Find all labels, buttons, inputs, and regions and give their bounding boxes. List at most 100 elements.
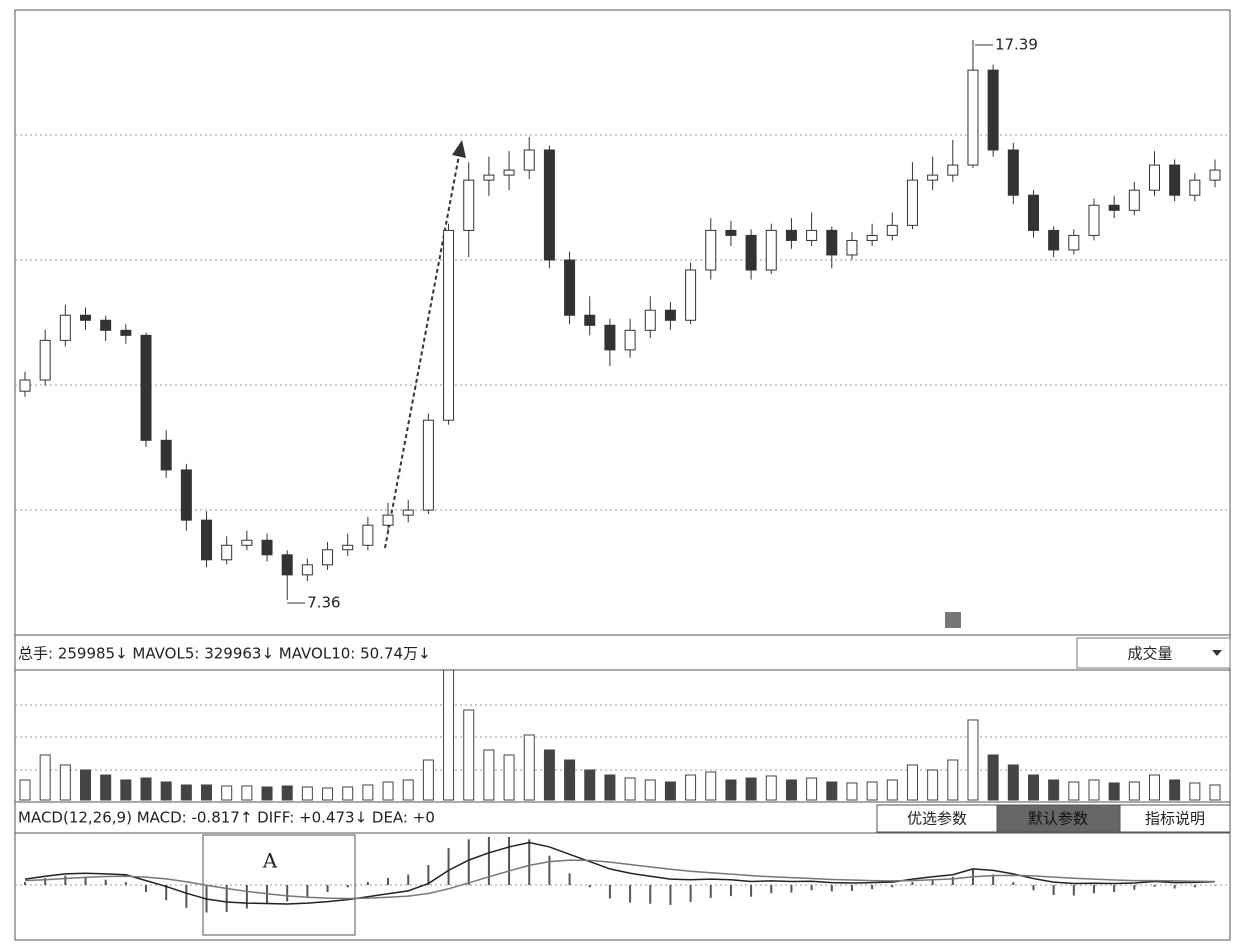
volume-bar	[987, 754, 999, 801]
candle-body	[785, 229, 797, 241]
volume-bar	[826, 781, 838, 801]
candle-body	[826, 229, 838, 256]
volume-bar	[564, 759, 576, 801]
macd-diff-line	[24, 841, 1216, 905]
icon	[945, 612, 961, 628]
volume-bar	[1088, 779, 1100, 801]
volume-bar	[523, 734, 535, 801]
button[interactable]	[996, 804, 1121, 833]
candle-body	[1068, 234, 1080, 251]
volume-bar	[1048, 779, 1060, 801]
volume-bar	[362, 784, 374, 801]
candle-body	[1209, 169, 1221, 181]
candle-body	[1048, 229, 1060, 251]
volume-bar	[201, 784, 213, 801]
volume-bar	[584, 769, 596, 801]
volume-bar	[443, 669, 455, 801]
volume-bar	[59, 764, 71, 801]
button[interactable]	[876, 804, 998, 833]
candle-body	[624, 329, 636, 351]
volume-bar	[1148, 774, 1160, 801]
candle-body	[221, 544, 233, 561]
volume-bar	[725, 779, 737, 801]
candle-body	[765, 229, 777, 271]
volume-bar	[1169, 779, 1181, 801]
volume-header: 总手: 259985↓ MAVOL5: 329963↓ MAVOL10: 50.…	[18, 645, 431, 663]
volume-bar	[1108, 782, 1120, 801]
volume-bar	[705, 771, 717, 801]
candle-body	[422, 419, 434, 511]
volume-bar	[1068, 781, 1080, 801]
candle-body	[201, 519, 213, 561]
dropdown-caret	[1212, 650, 1222, 656]
volume-bar	[1189, 782, 1201, 801]
candle-body	[1027, 194, 1039, 231]
volume-bar	[745, 777, 757, 801]
volume-bar	[866, 781, 878, 801]
arrow-head	[452, 140, 466, 158]
candle-body	[866, 234, 878, 241]
candle-body	[886, 224, 898, 236]
candle-body	[301, 564, 313, 576]
candle-body	[180, 469, 192, 521]
candle-body	[382, 514, 394, 526]
button-label[interactable]: 默认参数	[1028, 810, 1088, 828]
candle-body	[1088, 204, 1100, 236]
candle-body	[322, 549, 334, 566]
candle-body	[362, 524, 374, 546]
candle-body	[140, 334, 152, 441]
volume-bar	[261, 786, 273, 801]
annotation: 7.36	[307, 594, 340, 612]
volume-bar	[1027, 774, 1039, 801]
button-label[interactable]: 指标说明	[1145, 810, 1205, 828]
macd-header: MACD(12,26,9) MACD: -0.817↑ DIFF: +0.473…	[18, 809, 435, 827]
volume-bar	[463, 709, 475, 801]
dropdown-label[interactable]: 成交量	[1127, 645, 1172, 663]
volume-bar	[644, 779, 656, 801]
candle-body	[725, 229, 737, 236]
volume-bar	[39, 754, 51, 801]
volume-bar	[140, 777, 152, 801]
volume-bar	[301, 786, 313, 801]
candle-body	[523, 149, 535, 171]
candle-body	[281, 554, 293, 576]
volume-bar	[100, 774, 112, 801]
candle-body	[584, 314, 596, 326]
candle-body	[543, 149, 555, 261]
candle-body	[120, 329, 132, 336]
candle-body	[241, 539, 253, 546]
candle-body	[987, 69, 999, 151]
volume-bar	[281, 785, 293, 801]
candle-body	[483, 174, 495, 181]
button[interactable]	[1119, 804, 1231, 833]
candle-body	[967, 69, 979, 166]
candle-body	[1169, 164, 1181, 196]
candle-body	[947, 164, 959, 176]
candle-body	[604, 324, 616, 351]
candle-body	[927, 174, 939, 181]
volume-bar	[80, 769, 92, 801]
candle-body	[402, 509, 414, 516]
candle-body	[39, 339, 51, 381]
candle-body	[443, 229, 455, 421]
candle-body	[503, 169, 515, 176]
volume-bar	[765, 775, 777, 801]
trend-arrow	[384, 149, 461, 549]
volume-bar	[886, 779, 898, 801]
button-label[interactable]: 优选参数	[907, 810, 967, 828]
volume-bar	[382, 781, 394, 801]
box-label: A	[262, 849, 278, 873]
candle-body	[1148, 164, 1160, 191]
volume-bar	[906, 764, 918, 801]
macd-dea-line	[24, 859, 1216, 900]
volume-bar	[664, 781, 676, 801]
volume-bar	[1007, 764, 1019, 801]
candle-body	[100, 319, 112, 331]
volume-bar	[967, 719, 979, 801]
volume-bar	[503, 754, 515, 801]
dropdown[interactable]	[1076, 637, 1231, 669]
volume-bar	[483, 749, 495, 801]
volume-bar	[543, 749, 555, 801]
candle-body	[906, 179, 918, 226]
volume-bar	[806, 777, 818, 801]
